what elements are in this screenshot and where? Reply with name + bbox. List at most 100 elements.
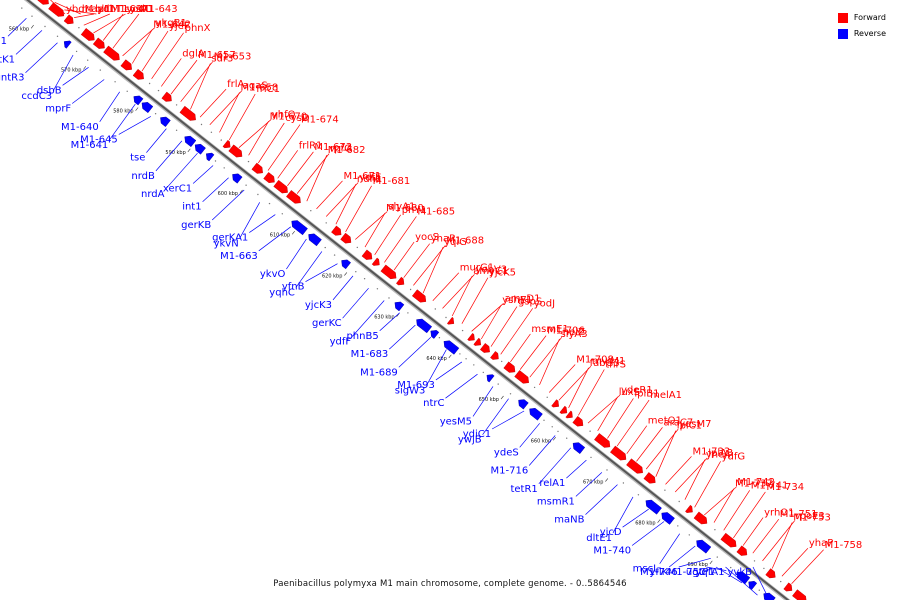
forward-gene-label: rpfG <box>330 144 352 155</box>
reverse-gene-label: mprF <box>45 104 71 115</box>
forward-leader-line <box>151 32 184 79</box>
forward-leader-line <box>258 122 285 164</box>
tick-label: 680 kbp <box>635 521 655 527</box>
forward-leader-line <box>461 277 489 324</box>
trace-dot <box>677 525 679 527</box>
reverse-gene-label: int1 <box>182 202 201 213</box>
reverse-gene-label: M1-641 <box>71 140 109 151</box>
forward-gene-label: ndh1 <box>357 174 382 185</box>
trace-dot <box>175 104 178 106</box>
reverse-gene-label: relA1 <box>539 478 565 489</box>
forward-gene-label: ybdM <box>66 4 93 15</box>
reverse-gene-label: yesM5 <box>440 416 472 427</box>
forward-gene-arrow <box>490 351 499 360</box>
forward-gene-label: yncA <box>706 450 731 461</box>
trace-dot <box>688 534 690 536</box>
reverse-gene-label: tse <box>130 153 145 164</box>
forward-leader-line <box>403 243 430 278</box>
reverse-leader-line <box>585 484 618 515</box>
tick-mark <box>291 231 295 235</box>
forward-leader-line <box>713 488 735 523</box>
trace-dot <box>99 69 102 71</box>
forward-gene-label: agaS <box>243 81 268 92</box>
legend-forward: Forward <box>837 10 886 26</box>
trace-dot <box>637 494 640 496</box>
forward-gene-arrow <box>559 405 568 414</box>
reverse-gene-label: M1-740 <box>593 546 631 557</box>
trace-dot <box>257 193 259 196</box>
forward-gene-label: slyA1 <box>388 202 415 213</box>
forward-gene-label: rpoE3 <box>796 511 825 522</box>
trace-dot <box>678 500 680 503</box>
tick-mark <box>552 437 556 441</box>
forward-gene-label: sdr3 <box>211 53 233 64</box>
forward-leader-line <box>471 303 504 332</box>
forward-gene-label: thrS <box>605 360 626 371</box>
forward-leader-line <box>636 427 663 462</box>
forward-gene-arrow <box>222 139 231 149</box>
forward-leader-line <box>645 428 679 470</box>
legend-reverse-label: Reverse <box>853 29 886 38</box>
forward-leader-line <box>219 92 240 133</box>
reverse-gene-arrow <box>160 116 171 127</box>
trace-dot <box>220 139 222 141</box>
trace-dot <box>325 222 327 224</box>
trace-dot <box>363 278 366 280</box>
reverse-gene-label: msmR1 <box>537 496 575 507</box>
forward-leader-line <box>131 29 153 64</box>
reverse-gene-arrow <box>748 581 758 590</box>
tick-label: 670 kbp <box>583 480 603 486</box>
forward-gene-arrow <box>273 179 288 194</box>
reverse-gene-arrow <box>486 374 495 383</box>
forward-gene-arrow <box>572 416 584 427</box>
reverse-leader-line <box>109 103 136 141</box>
forward-leader-line <box>74 13 95 18</box>
reverse-leader-line <box>379 312 400 332</box>
forward-gene-arrow <box>228 144 243 158</box>
forward-gene-arrow <box>503 361 516 373</box>
backbone-shadow <box>23 0 791 600</box>
trace-dot <box>497 383 499 385</box>
forward-leader-line <box>93 13 126 34</box>
reverse-leader-line <box>725 566 758 596</box>
trace-dot <box>245 184 247 186</box>
trace-dot <box>461 329 464 332</box>
reverse-gene-arrow <box>518 399 529 410</box>
forward-leader-line <box>335 184 357 225</box>
reverse-gene-label: yqfA1 <box>696 567 725 578</box>
reverse-gene-arrow <box>430 330 440 339</box>
reverse-gene-label: gerKC <box>312 318 342 329</box>
reverse-leader-line <box>342 287 369 319</box>
forward-leader-line <box>704 486 737 516</box>
reverse-gene-arrow <box>141 102 154 114</box>
trace-dot <box>622 482 625 484</box>
forward-leader-line <box>733 491 766 539</box>
reverse-leader-line <box>472 386 494 417</box>
trace-dot <box>763 567 765 570</box>
forward-gene-label: yhaP <box>809 538 833 549</box>
trace-dot <box>21 7 23 9</box>
reverse-leader-line <box>435 361 463 381</box>
forward-leader-line <box>54 1 81 15</box>
forward-gene-label: yshE1 <box>502 295 532 306</box>
forward-leader-line <box>568 367 589 408</box>
forward-gene-label: dglA <box>182 48 204 59</box>
reverse-leader-line <box>71 79 105 104</box>
forward-gene-arrow <box>626 458 643 474</box>
tick-mark <box>500 395 504 400</box>
tick-mark <box>135 107 139 111</box>
forward-gene-arrow <box>736 545 748 556</box>
trace-dot <box>557 430 559 433</box>
reverse-leader-line <box>99 91 120 122</box>
reverse-gene-label: phnB5 <box>346 331 378 342</box>
trace-dot <box>566 437 568 439</box>
forward-gene-label: yocS <box>415 232 439 243</box>
forward-leader-line <box>287 151 314 187</box>
reverse-leader-line <box>389 324 416 350</box>
reverse-gene-label: nrdA <box>141 189 165 200</box>
forward-leader-line <box>345 185 372 232</box>
reverse-gene-label: M1-750 <box>668 567 706 578</box>
reverse-gene-label: dltE1 <box>586 533 612 544</box>
reverse-gene-arrow <box>529 408 543 421</box>
reverse-swatch <box>837 29 848 39</box>
